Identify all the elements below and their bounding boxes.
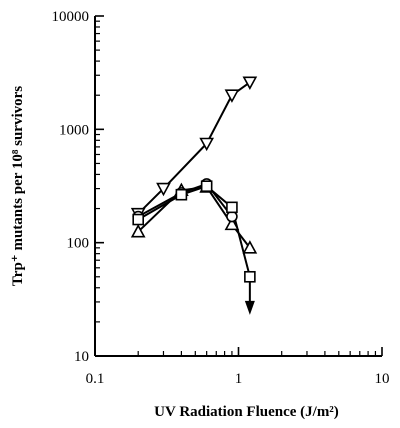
square-marker <box>200 180 213 192</box>
series-line-triangle-down <box>137 81 251 215</box>
y-tick-label: 100 <box>67 236 90 252</box>
series <box>130 76 258 315</box>
y-tick-label: 10000 <box>52 9 90 25</box>
x-tick-label: 0.1 <box>86 371 105 387</box>
x-axis-label: UV Radiation Fluence (J/m²) <box>154 404 339 420</box>
series-line-square <box>137 185 251 278</box>
triangle-down-marker <box>199 137 215 152</box>
axis-ticks: 0.1 1 10 10 100 1000 10000 <box>52 9 390 387</box>
square-marker <box>226 201 238 214</box>
series-line-circle <box>137 182 233 218</box>
y-tick-label: 1000 <box>59 122 89 138</box>
y-axis-label: Trp⁺ mutants per 10⁸ survivors <box>10 86 26 286</box>
y-tick-label: 10 <box>74 349 89 365</box>
triangle-up-marker <box>224 216 240 231</box>
triangle-up-marker <box>242 240 258 254</box>
triangle-up-marker <box>130 224 146 238</box>
axes <box>94 16 382 357</box>
triangle-down-marker <box>242 76 258 90</box>
triangle-down-marker <box>156 182 171 197</box>
triangle-down-marker <box>224 89 240 103</box>
arrow-down-icon <box>244 300 255 315</box>
x-tick-label: 1 <box>235 371 243 387</box>
x-tick-label: 10 <box>375 371 390 387</box>
square-marker <box>132 213 144 226</box>
square-marker <box>175 188 188 201</box>
square-marker <box>244 270 256 283</box>
